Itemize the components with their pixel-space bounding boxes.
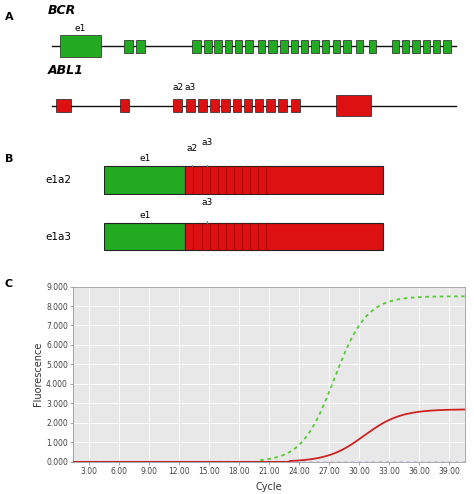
Bar [185, 223, 383, 250]
Bar [356, 40, 363, 53]
Bar [291, 40, 298, 53]
Bar [198, 99, 207, 113]
Text: A: A [5, 12, 13, 22]
Bar [268, 40, 277, 53]
Text: a3: a3 [201, 138, 212, 147]
Text: B: B [5, 154, 13, 164]
Bar [124, 40, 133, 53]
Text: a3: a3 [201, 198, 212, 206]
Bar [204, 40, 211, 53]
Bar [191, 40, 201, 53]
Bar [185, 166, 383, 194]
Bar [278, 99, 287, 113]
Bar [301, 40, 309, 53]
Bar [333, 40, 340, 53]
Bar [336, 95, 371, 116]
Bar [402, 40, 410, 53]
Bar [392, 40, 399, 53]
Bar [55, 99, 71, 113]
Bar [173, 99, 182, 113]
Text: a3: a3 [184, 83, 196, 92]
Bar [258, 40, 265, 53]
Text: a2: a2 [187, 144, 198, 153]
Bar [281, 40, 288, 53]
Bar [210, 99, 219, 113]
Bar [412, 40, 420, 53]
Text: e1: e1 [75, 24, 86, 33]
Bar [104, 223, 185, 250]
Bar [311, 40, 319, 53]
Bar [214, 40, 222, 53]
Bar [221, 99, 230, 113]
Text: e1: e1 [139, 211, 150, 220]
Bar [344, 40, 351, 53]
Bar [423, 40, 430, 53]
Bar [322, 40, 329, 53]
Bar [246, 40, 253, 53]
Text: ABL1: ABL1 [47, 64, 83, 77]
Text: e1a3: e1a3 [45, 232, 71, 242]
Bar [255, 99, 263, 113]
Text: C: C [5, 279, 13, 289]
Text: a2: a2 [172, 83, 183, 92]
Text: e1: e1 [139, 154, 150, 163]
Bar [235, 40, 243, 53]
Text: BCR: BCR [47, 4, 76, 17]
Y-axis label: Fluorescence: Fluorescence [33, 342, 43, 407]
Bar [433, 40, 440, 53]
Text: e1a2: e1a2 [45, 175, 71, 185]
Bar [104, 166, 185, 194]
X-axis label: Cycle: Cycle [255, 482, 283, 492]
Bar [266, 99, 275, 113]
Bar [136, 40, 145, 53]
Bar [233, 99, 241, 113]
Bar [225, 40, 232, 53]
Bar [185, 99, 195, 113]
Bar [244, 99, 252, 113]
Bar [119, 99, 128, 113]
Bar [369, 40, 376, 53]
Bar [291, 99, 300, 113]
Bar [60, 36, 101, 57]
Bar [443, 40, 451, 53]
